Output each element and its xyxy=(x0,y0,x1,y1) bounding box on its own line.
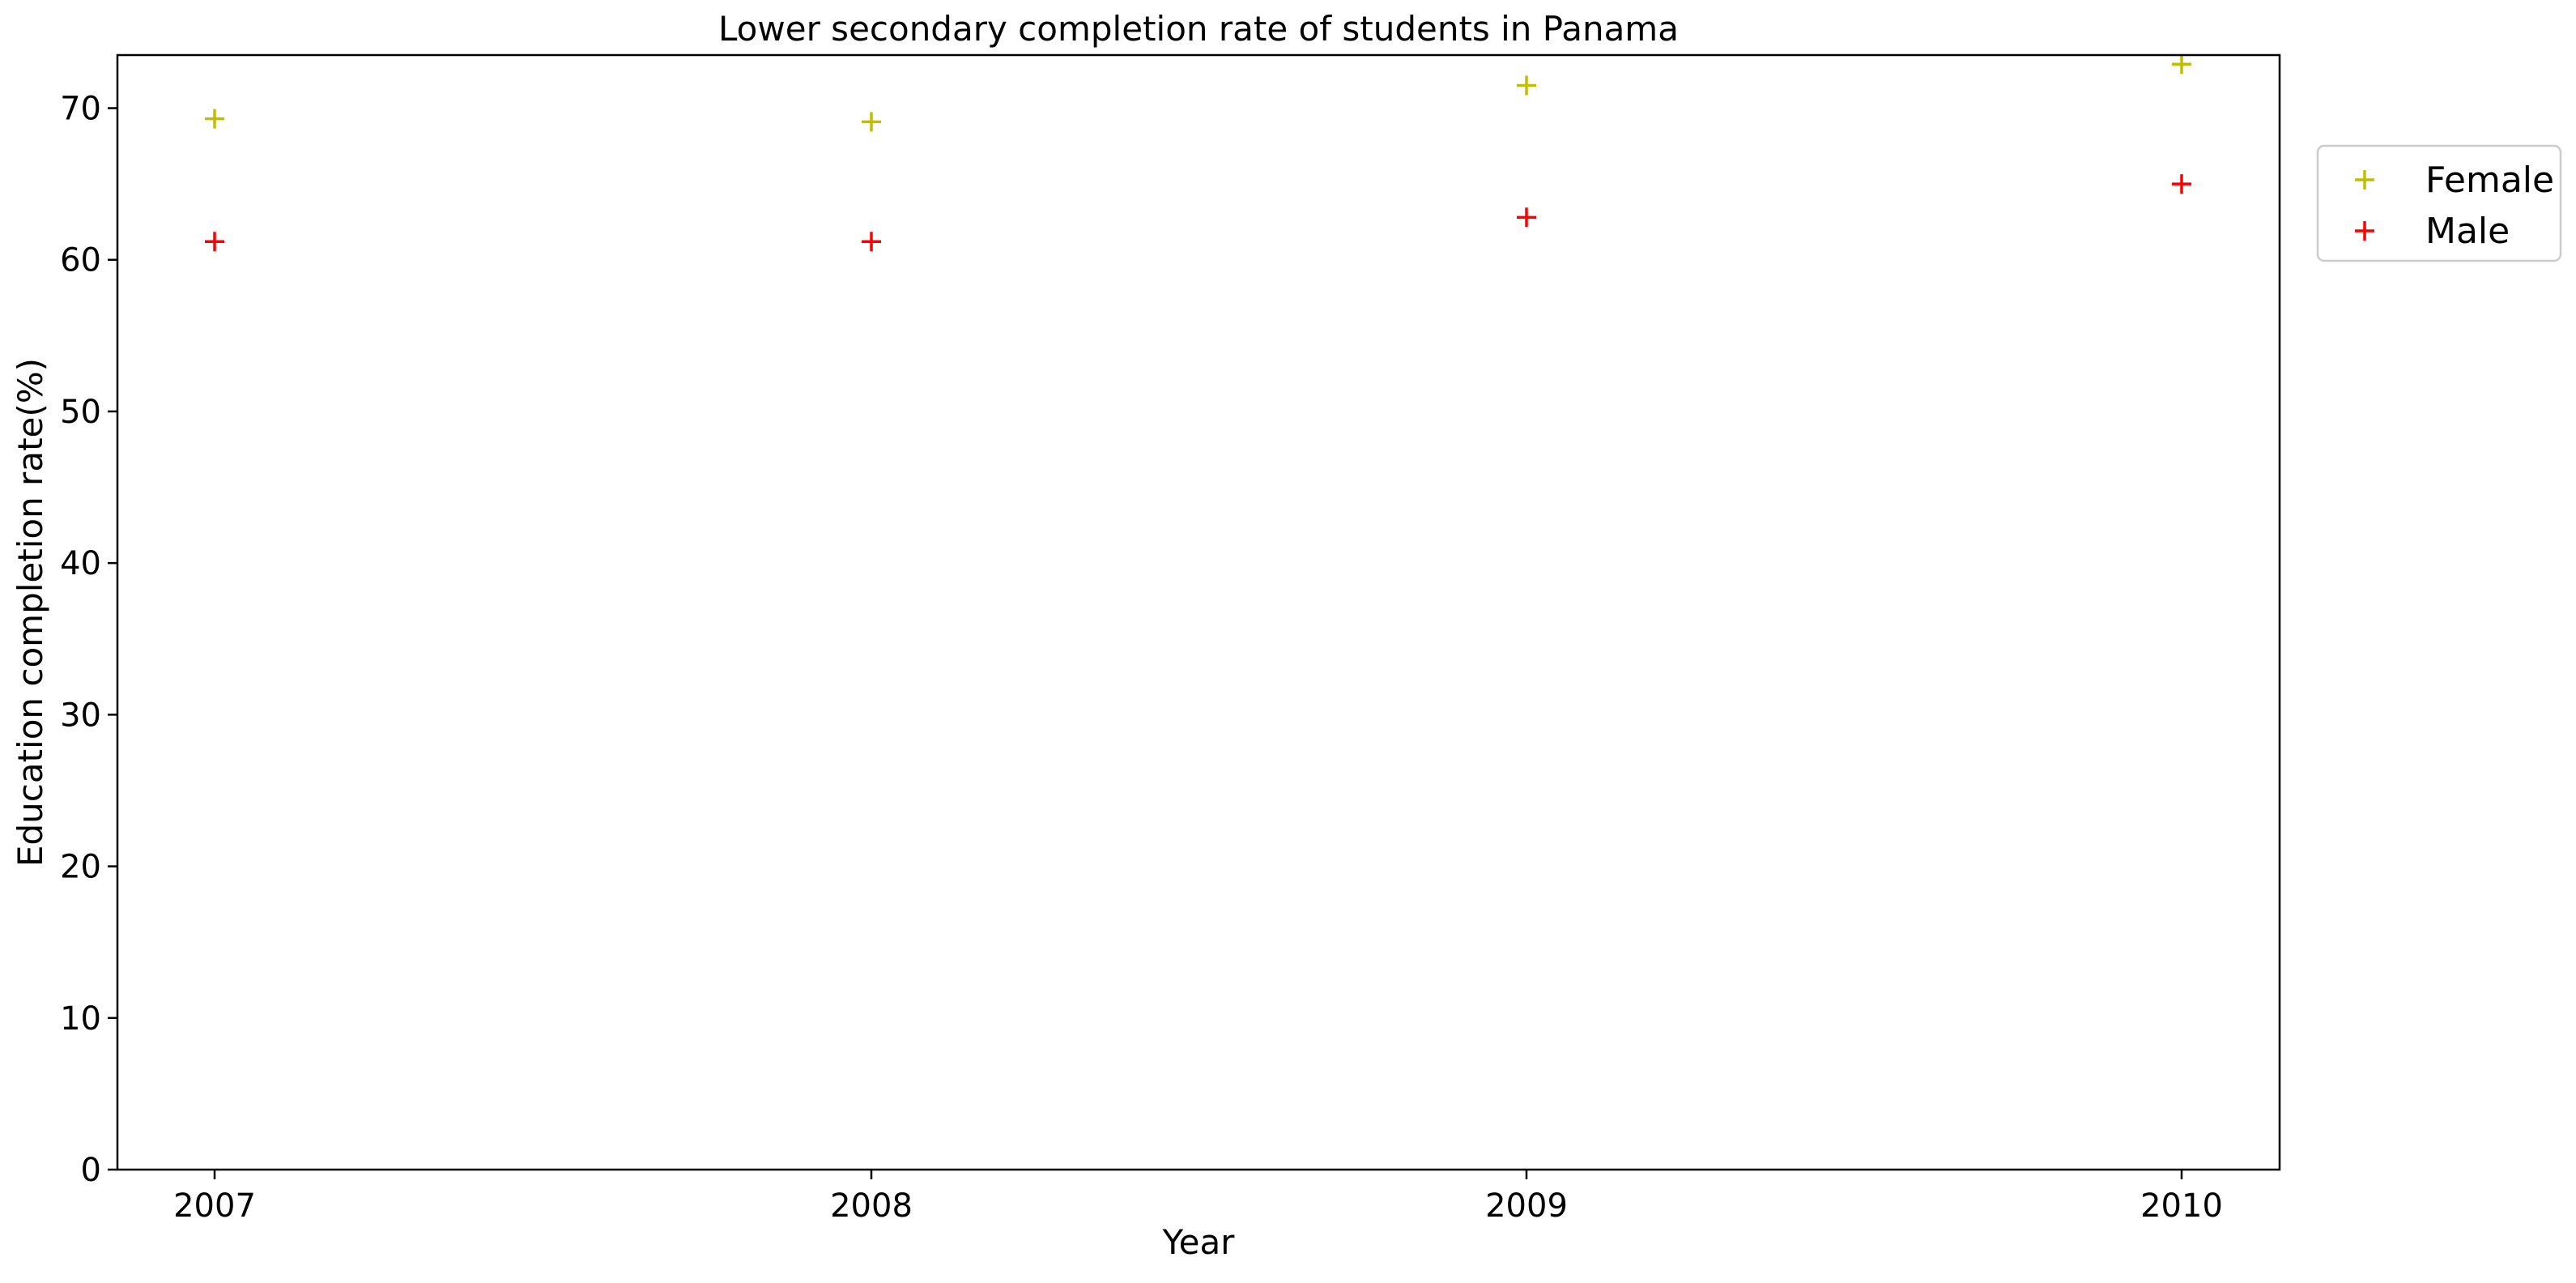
data-point-male xyxy=(2172,174,2191,194)
y-axis: 0 10 20 30 40 50 60 70 xyxy=(60,91,117,1189)
x-axis: 2007 2008 2009 2010 xyxy=(173,1170,2223,1225)
legend-label-female: Female xyxy=(2425,160,2554,201)
x-tick-label: 2007 xyxy=(173,1187,256,1225)
legend-marker-female xyxy=(2355,170,2374,190)
y-tick-label: 70 xyxy=(60,91,101,128)
y-tick-label: 60 xyxy=(60,242,101,279)
legend-label-male: Male xyxy=(2425,211,2510,252)
y-tick-label: 40 xyxy=(60,545,101,582)
plot-frame xyxy=(116,53,2281,1171)
legend-marker-male xyxy=(2355,221,2374,241)
data-point-female xyxy=(2172,54,2191,75)
legend-box xyxy=(2316,144,2562,262)
data-point-male xyxy=(862,232,881,252)
x-tick-label: 2010 xyxy=(2140,1187,2223,1225)
y-tick-label: 20 xyxy=(60,849,101,886)
data-point-male xyxy=(205,232,224,252)
y-tick-label: 10 xyxy=(60,1000,101,1038)
y-axis-label: Education completion rate(%) xyxy=(11,358,50,867)
x-axis-label: Year xyxy=(1162,1222,1236,1262)
y-tick-label: 0 xyxy=(81,1152,101,1189)
data-point-female xyxy=(1517,75,1536,96)
y-tick-label: 30 xyxy=(60,697,101,734)
data-point-male xyxy=(1517,207,1536,228)
y-tick-label: 50 xyxy=(60,394,101,431)
plot-marks xyxy=(205,54,2191,252)
x-tick-label: 2008 xyxy=(830,1187,913,1225)
data-point-female xyxy=(205,109,224,129)
data-point-female xyxy=(862,112,881,132)
x-tick-label: 2009 xyxy=(1485,1187,1568,1225)
chart-title: Lower secondary completion rate of stude… xyxy=(718,9,1679,49)
legend: Female Male xyxy=(2316,144,2562,262)
